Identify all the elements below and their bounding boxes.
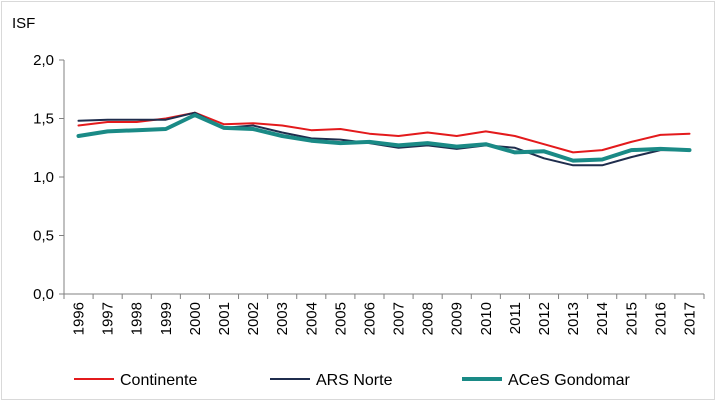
x-tick-label: 2009 (449, 302, 466, 335)
x-tick-label: 2002 (245, 302, 262, 335)
series-line-ars-norte (77, 111, 691, 167)
legend-label: ACeS Gondomar (508, 372, 631, 389)
x-tick-label: 2016 (652, 302, 669, 335)
x-tick-label: 1998 (129, 302, 146, 335)
x-tick-label: 2011 (507, 302, 524, 334)
y-tick-label: 2,0 (33, 52, 54, 69)
y-tick-label: 1,0 (33, 169, 54, 186)
x-tick-label: 2008 (420, 302, 437, 335)
x-tick-label: 2004 (303, 302, 320, 335)
x-tick-label: 2012 (536, 302, 553, 335)
series-line-aces-gondomar (76, 113, 692, 163)
x-tick-label: 2005 (332, 302, 349, 335)
x-tick-label: 2010 (478, 302, 495, 335)
y-tick-label: 0,5 (33, 228, 54, 245)
x-tick-label: 2003 (274, 302, 291, 335)
x-tick-label: 2017 (681, 302, 698, 335)
x-tick-label: 1996 (71, 302, 88, 335)
x-tick-label: 2001 (216, 302, 233, 335)
chart-frame: ISF 0,0 0,5 1,0 1,5 2,0 1996 1997 1998 1999 2000… (1, 1, 715, 400)
x-tick-label: 2006 (361, 302, 378, 335)
x-tick-label: 1999 (158, 302, 175, 335)
legend-label: ARS Norte (316, 372, 393, 389)
x-tick-label: 1997 (100, 302, 117, 335)
y-tick-label: 1,5 (33, 111, 54, 128)
y-tick-label: 0,0 (33, 286, 54, 303)
x-tick-label: 2015 (623, 302, 640, 335)
y-axis-label: ISF (12, 15, 35, 32)
x-tick-label: 2000 (187, 302, 204, 335)
x-tick-label: 2013 (565, 302, 582, 335)
line-chart: ISF 0,0 0,5 1,0 1,5 2,0 1996 1997 1998 1999 2000… (12, 15, 705, 389)
legend-label: Continente (120, 372, 197, 389)
x-tick-label: 2007 (391, 302, 408, 335)
x-tick-label: 2014 (594, 302, 611, 335)
